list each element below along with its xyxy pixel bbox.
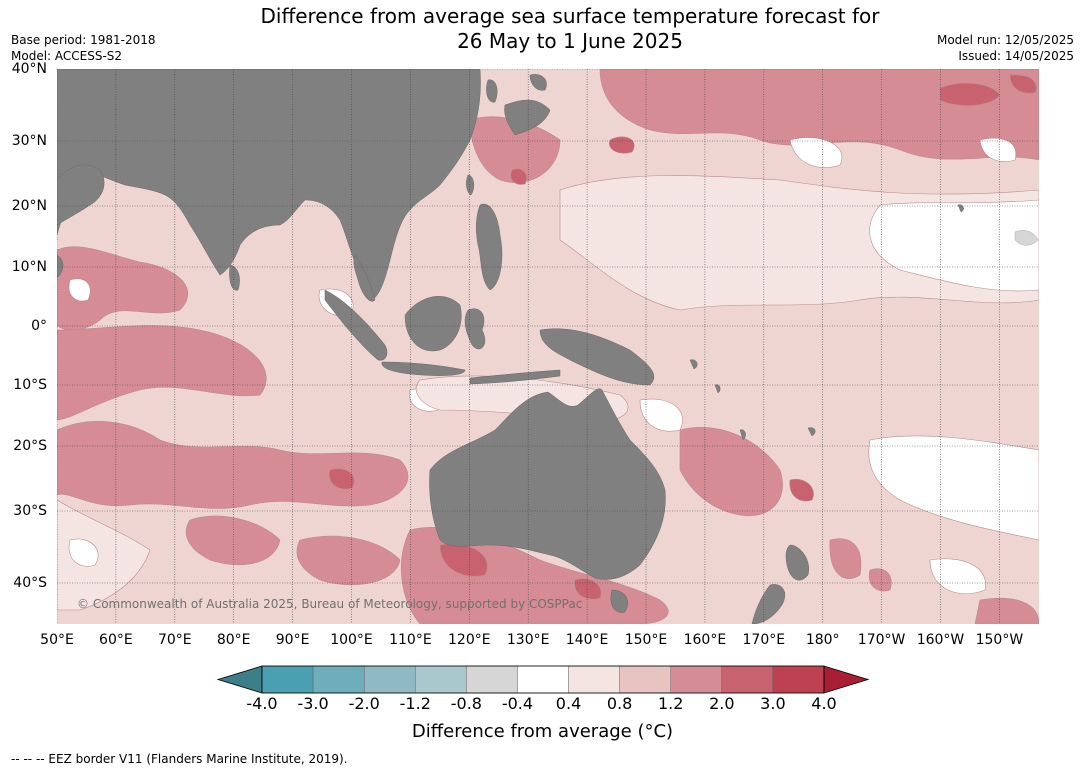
longitude-label: 150°W: [975, 632, 1024, 648]
colorbar-outline: [261, 665, 825, 694]
model-info: Base period: 1981-2018 Model: ACCESS-S2: [11, 32, 156, 64]
colorbar-tick-label: 4.0: [811, 694, 837, 713]
colorbar-tick-label: -0.8: [450, 694, 482, 713]
latitude-label: 40°N: [11, 61, 47, 77]
colorbar-segment: [619, 665, 671, 694]
run-info: Model run: 12/05/2025 Issued: 14/05/2025: [937, 32, 1074, 64]
latitude-label: 20°S: [13, 438, 47, 454]
colorbar-tick-label: -2.0: [348, 694, 380, 713]
colorbar-segment: [568, 665, 620, 694]
longitude-label: 80°E: [216, 632, 251, 648]
colorbar-tick-label: -1.2: [399, 694, 431, 713]
longitude-label: 120°E: [448, 632, 491, 648]
longitude-label: 70°E: [157, 632, 192, 648]
title-line-2: 26 May to 1 June 2025: [457, 29, 683, 53]
latitude-label: 40°S: [13, 575, 47, 591]
colorbar-segment: [312, 665, 365, 694]
map-title: Difference from average sea surface temp…: [0, 4, 1085, 54]
colorbar-segment: [517, 665, 569, 694]
latitude-label: 10°N: [11, 259, 47, 275]
colorbar: [216, 665, 870, 694]
colorbar-segment: [415, 665, 467, 694]
colorbar-segment: [466, 665, 518, 694]
longitude-label: 140°E: [565, 632, 609, 648]
map-area: [57, 69, 1039, 624]
longitude-label: 150°E: [624, 632, 668, 648]
latitude-label: 30°N: [11, 133, 47, 149]
colorbar-segment: [772, 665, 825, 694]
colorbar-tick-label: -0.4: [501, 694, 534, 713]
longitude-label: 180°: [805, 632, 840, 648]
land: [57, 69, 1039, 624]
longitude-label: 60°E: [99, 632, 133, 648]
colorbar-segment: [363, 665, 416, 694]
longitude-label: 50°E: [40, 632, 74, 648]
graticule: [57, 69, 1039, 624]
colorbar-segment: [261, 665, 314, 694]
australia-landmass: [429, 388, 666, 580]
longitude-label: 160°E: [683, 632, 727, 648]
title-line-1: Difference from average sea surface temp…: [260, 4, 880, 28]
latitude-label: 10°S: [13, 377, 47, 393]
latitude-label: 0°: [31, 318, 47, 334]
colorbar-segment: [670, 665, 723, 694]
model-name: Model: ACCESS-S2: [11, 49, 123, 63]
colorbar-tick-label: 3.0: [760, 694, 786, 713]
colorbar-tick-label: 0.8: [606, 694, 633, 713]
colorbar-tick-label: -4.0: [246, 694, 278, 713]
base-period: Base period: 1981-2018: [11, 33, 156, 47]
longitude-label: 170°E: [742, 632, 786, 648]
latitude-label: 20°N: [11, 198, 47, 214]
longitude-label: 90°E: [275, 632, 310, 648]
anomaly-field: [57, 69, 1039, 624]
longitude-label: 170°W: [857, 632, 906, 648]
colorbar-tick-label: -3.0: [297, 694, 329, 713]
colorbar-extend-high: [823, 665, 870, 694]
colorbar-extend-low: [216, 665, 263, 694]
eez-border-note: -- -- -- EEZ border V11 (Flanders Marine…: [11, 752, 348, 766]
longitude-label: 130°E: [506, 632, 550, 648]
longitude-label: 110°E: [389, 632, 432, 648]
model-run: Model run: 12/05/2025: [936, 33, 1074, 47]
colorbar-tick-label: 2.0: [709, 694, 735, 713]
latitude-label: 30°S: [13, 503, 47, 519]
colorbar-title: Difference from average (°C): [411, 721, 674, 742]
longitude-label: 160°W: [916, 632, 965, 648]
colorbar-segment: [721, 665, 774, 694]
colorbar-tick-label: 1.2: [657, 694, 684, 713]
colorbar-tick-label: 0.4: [555, 694, 582, 713]
longitude-label: 100°E: [330, 632, 373, 648]
issued-date: Issued: 14/05/2025: [958, 49, 1074, 63]
copyright-notice: © Commonwealth of Australia 2025, Bureau…: [77, 597, 583, 611]
asia-landmass: [57, 69, 481, 301]
